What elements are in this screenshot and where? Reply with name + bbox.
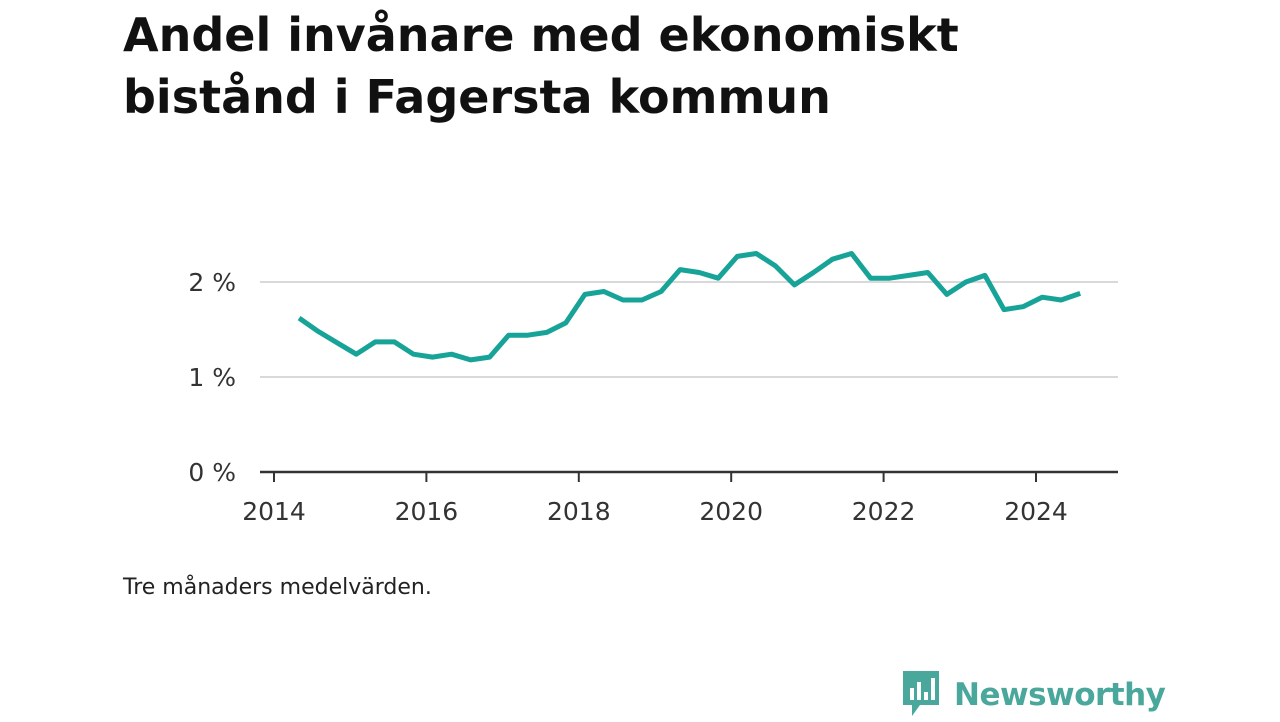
x-axis — [260, 470, 1118, 482]
x-tick-label: 2018 — [547, 497, 611, 526]
series-layer — [297, 251, 1082, 363]
grid-lines — [260, 281, 1118, 378]
y-tick-labels: 0 % 1 % 2 % — [188, 268, 236, 487]
brand-logo: Newsworthy — [900, 668, 1166, 722]
chart-title: Andel invånare med ekonomiskt bistånd i … — [123, 8, 959, 124]
x-tick-label: 2016 — [395, 497, 459, 526]
brand-name: Newsworthy — [954, 677, 1166, 713]
x-tick-label: 2024 — [1004, 497, 1068, 526]
series-line-0 — [297, 251, 1082, 363]
chart-bubble-icon — [900, 668, 942, 722]
x-tick-label: 2022 — [852, 497, 916, 526]
chart-note: Tre månaders medelvärden. — [123, 575, 432, 600]
x-tick-label: 2014 — [242, 497, 306, 526]
x-tick-labels: 2014 2016 2018 2020 2022 2024 — [242, 497, 1068, 526]
x-tick-label: 2020 — [699, 497, 763, 526]
y-tick-label: 2 % — [188, 268, 236, 297]
y-tick-label: 1 % — [188, 363, 236, 392]
y-tick-label: 0 % — [188, 458, 236, 487]
